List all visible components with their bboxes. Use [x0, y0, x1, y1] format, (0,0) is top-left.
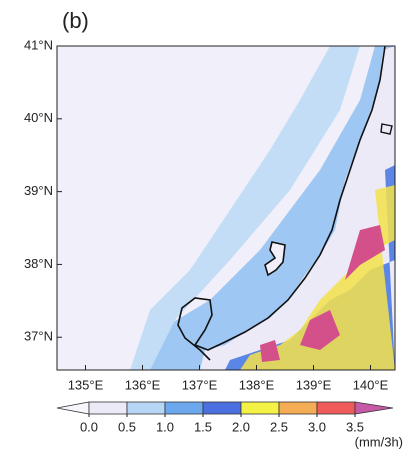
- colorbar-segment: [316, 401, 356, 415]
- y-tick-label: 37°N: [24, 329, 53, 344]
- map-frame: [56, 45, 396, 371]
- y-tick-label: 39°N: [24, 183, 53, 198]
- colorbar-segment: [164, 401, 204, 415]
- colorbar-segment: [126, 401, 166, 415]
- colorbar-label: 1.5: [194, 419, 212, 434]
- colorbar-label: 2.0: [232, 419, 250, 434]
- colorbar-label: 3.5: [346, 419, 364, 434]
- precip-band-light: [130, 46, 360, 370]
- colorbar-unit: (mm/3h): [355, 434, 403, 449]
- island: [380, 123, 393, 135]
- x-tick-label: 139°E: [296, 377, 332, 392]
- x-tick-label: 137°E: [182, 377, 218, 392]
- colorbar: 0.0 0.5 1.0 1.5 2.0 2.5 3.0 3.5(mm/3h): [56, 401, 403, 449]
- precip-extreme: [260, 225, 385, 362]
- colorbar-extend-high: [354, 401, 394, 415]
- colorbar-segment: [278, 401, 318, 415]
- colorbar-label: 2.5: [270, 419, 288, 434]
- colorbar-segment: [88, 401, 128, 415]
- x-tick-label: 136°E: [125, 377, 161, 392]
- colorbar-label: 3.0: [308, 419, 326, 434]
- y-tick-label: 38°N: [24, 256, 53, 271]
- colorbar-extend-low: [56, 401, 90, 415]
- map-field: [57, 46, 395, 370]
- coastline: [177, 46, 386, 361]
- x-tick-label: 140°E: [353, 377, 389, 392]
- colorbar-segment: [202, 401, 242, 415]
- x-tick-label: 138°E: [239, 377, 275, 392]
- colorbar-label: 1.0: [156, 419, 174, 434]
- colorbar-label: 0.0: [80, 419, 98, 434]
- x-tick-label: 135°E: [68, 377, 104, 392]
- panel-label: (b): [62, 8, 89, 33]
- sado-island: [264, 241, 286, 277]
- axes: 135°E 136°E 137°E 138°E 139°E 140°E 37°N 38°N 39…: [24, 37, 389, 392]
- precip-heavy: [240, 185, 395, 370]
- y-tick-label: 41°N: [24, 37, 53, 52]
- y-tick-label: 40°N: [24, 110, 53, 125]
- colorbar-label: 0.5: [118, 419, 136, 434]
- colorbar-segment: [240, 401, 280, 415]
